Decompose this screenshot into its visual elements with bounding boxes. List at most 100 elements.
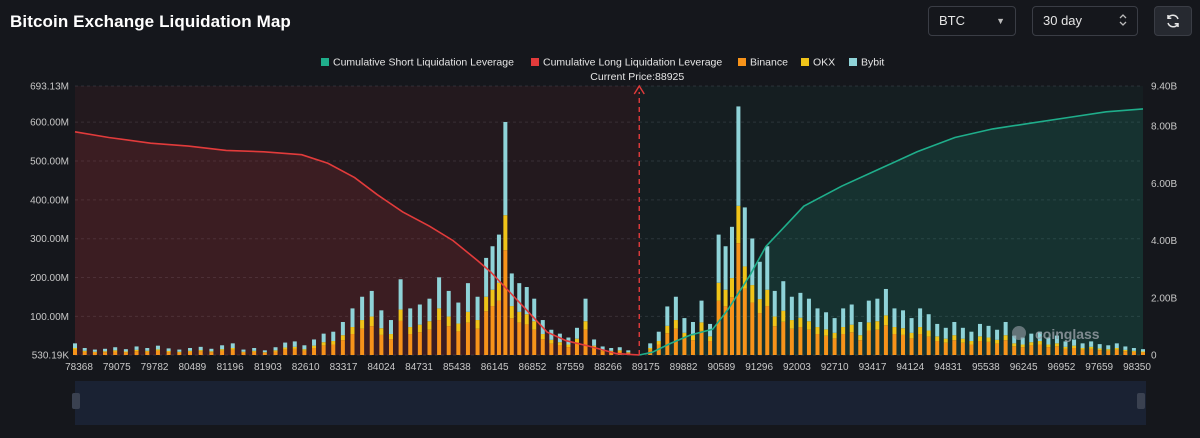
bar-bybit xyxy=(1003,321,1008,336)
bar-bybit xyxy=(312,339,317,346)
range-slider-track[interactable] xyxy=(75,381,1146,425)
bar-okx xyxy=(815,327,820,335)
bar-bybit xyxy=(398,279,403,310)
bar-okx xyxy=(883,315,888,326)
x-tick-label: 84024 xyxy=(367,362,395,373)
legend-long-swatch[interactable] xyxy=(531,58,539,66)
bar-okx xyxy=(292,346,297,349)
bar-bybit xyxy=(665,306,670,326)
bar-bybit xyxy=(524,287,529,315)
bar-bybit xyxy=(742,207,747,267)
bar-okx xyxy=(935,336,940,342)
bar-okx xyxy=(188,350,193,352)
legend-binance-swatch[interactable] xyxy=(738,58,746,66)
y-left-tick-label: 100.00M xyxy=(30,312,69,323)
bar-bybit xyxy=(1012,335,1017,344)
bar-bybit xyxy=(806,298,811,322)
bar-okx xyxy=(1123,349,1128,352)
bar-binance xyxy=(858,340,863,355)
bar-okx xyxy=(517,311,522,323)
legend-binance-label[interactable]: Binance xyxy=(750,57,788,69)
short-zone-shade xyxy=(639,86,1143,355)
bar-binance xyxy=(1097,350,1102,355)
legend-bybit-swatch[interactable] xyxy=(849,58,857,66)
bar-okx xyxy=(350,327,355,335)
x-tick-label: 89882 xyxy=(670,362,698,373)
bar-okx xyxy=(909,332,914,339)
legend-short-label[interactable]: Cumulative Short Liquidation Leverage xyxy=(333,57,514,69)
bar-okx xyxy=(926,330,931,337)
bar-binance xyxy=(1020,347,1025,355)
bar-bybit xyxy=(437,277,442,309)
bar-okx xyxy=(1097,348,1102,351)
bar-okx xyxy=(1054,343,1059,347)
x-tick-label: 91296 xyxy=(745,362,773,373)
bar-binance xyxy=(209,352,214,355)
y-left-tick-label: 530.19K xyxy=(32,351,70,362)
bar-bybit xyxy=(188,348,193,351)
y-left-tick-label: 600.00M xyxy=(30,118,69,129)
bar-okx xyxy=(360,320,365,329)
bar-bybit xyxy=(230,343,235,349)
coin-select[interactable]: BTC ▼ xyxy=(928,6,1016,36)
legend-long-label[interactable]: Cumulative Long Liquidation Leverage xyxy=(543,57,722,69)
bar-okx xyxy=(772,316,777,327)
bar-binance xyxy=(960,342,965,355)
bar-binance xyxy=(145,351,150,355)
bar-binance xyxy=(789,328,794,355)
range-select[interactable]: 30 day xyxy=(1032,6,1138,36)
bar-binance xyxy=(1123,351,1128,355)
x-tick-label: 86145 xyxy=(481,362,509,373)
bar-okx xyxy=(736,205,741,244)
bar-bybit xyxy=(503,121,508,216)
bar-okx xyxy=(312,345,317,349)
bar-binance xyxy=(262,352,267,355)
refresh-button[interactable] xyxy=(1154,6,1192,36)
range-slider-handle-right[interactable] xyxy=(1137,393,1145,409)
bar-okx xyxy=(166,351,171,353)
bar-bybit xyxy=(656,331,661,342)
legend-okx-label[interactable]: OKX xyxy=(813,57,835,69)
x-tick-label: 96952 xyxy=(1048,362,1076,373)
bar-binance xyxy=(716,300,721,355)
bar-bybit xyxy=(729,226,734,279)
bar-bybit xyxy=(73,343,77,349)
bar-bybit xyxy=(166,348,171,352)
bar-bybit xyxy=(849,304,854,325)
bar-okx xyxy=(446,316,451,327)
y-right-tick-label: 0 xyxy=(1151,351,1157,362)
bar-binance xyxy=(1141,352,1145,355)
x-tick-label: 80489 xyxy=(178,362,206,373)
bar-okx xyxy=(177,351,182,353)
bar-bybit xyxy=(866,300,871,323)
bar-okx xyxy=(781,310,786,322)
x-tick-label: 92003 xyxy=(783,362,811,373)
range-slider-handle-left[interactable] xyxy=(72,393,80,409)
bar-okx xyxy=(509,306,514,319)
x-tick-label: 87559 xyxy=(556,362,584,373)
bar-binance xyxy=(241,352,246,355)
bar-bybit xyxy=(302,345,307,350)
x-tick-label: 90589 xyxy=(707,362,735,373)
bar-bybit xyxy=(918,308,923,328)
bar-okx xyxy=(757,299,762,314)
bar-bybit xyxy=(875,298,880,322)
legend-short-swatch[interactable] xyxy=(321,58,329,66)
bar-okx xyxy=(73,348,77,350)
legend-okx-swatch[interactable] xyxy=(801,58,809,66)
bar-bybit xyxy=(1131,348,1136,351)
bar-bybit xyxy=(496,234,501,283)
bar-bybit xyxy=(583,298,588,322)
long-zone-shade xyxy=(75,86,640,355)
bar-bybit xyxy=(1037,331,1042,342)
bar-binance xyxy=(909,338,914,355)
legend-bybit-label[interactable]: Bybit xyxy=(861,57,884,69)
bar-okx xyxy=(1089,346,1094,349)
bar-binance xyxy=(849,332,854,355)
bar-binance xyxy=(198,351,203,355)
bar-okx xyxy=(1003,335,1008,341)
bar-bybit xyxy=(986,325,991,338)
bar-okx xyxy=(503,215,508,251)
bar-binance xyxy=(302,350,307,355)
